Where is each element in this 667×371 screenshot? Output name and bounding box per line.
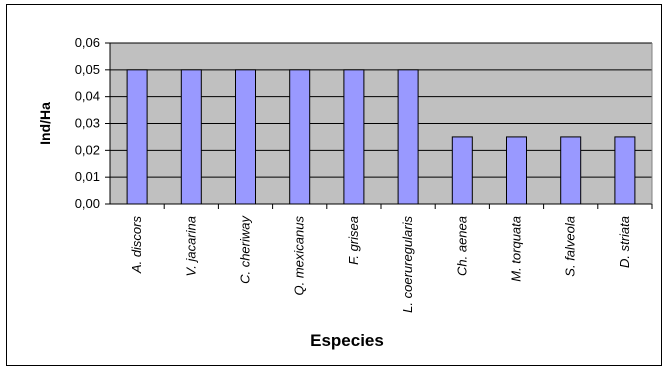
y-tick-label: 0,02	[75, 142, 100, 157]
bar	[560, 136, 582, 205]
y-tick-label: 0,01	[75, 169, 100, 184]
x-category-label: L. coeruregularis	[400, 216, 415, 313]
x-category-label: Q. mexicanus	[292, 216, 307, 296]
bar	[235, 69, 256, 205]
bar	[126, 69, 148, 205]
bar	[614, 136, 636, 205]
x-category-label: F. grisea	[346, 216, 361, 265]
bar	[180, 69, 202, 205]
y-tick-label: 0,03	[75, 116, 100, 131]
y-tick-label: 0,05	[75, 62, 100, 77]
x-category-label: V. jacarina	[183, 216, 198, 276]
axes	[105, 42, 653, 209]
x-axis-title: Especies	[310, 331, 384, 350]
bar	[506, 136, 527, 205]
bar	[289, 69, 311, 205]
x-category-label: S. falveola	[563, 216, 578, 277]
bar	[397, 69, 419, 205]
x-category-label: A. discors	[129, 216, 144, 275]
y-tick-label: 0,06	[75, 35, 100, 50]
x-category-label: Ch. aenea	[454, 216, 469, 276]
y-tick-label: 0,04	[75, 89, 100, 104]
x-category-label: C. cheriway	[238, 215, 253, 284]
x-category-label: M. torquata	[509, 216, 524, 282]
bar	[343, 69, 365, 205]
y-tick-labels: 0,00 0,01 0,02 0,03 0,04 0,05 0,06	[75, 35, 100, 211]
x-category-label: D. striata	[617, 216, 632, 268]
y-tick-label: 0,00	[75, 196, 100, 211]
bars	[126, 69, 636, 205]
bar	[451, 136, 473, 205]
y-axis-title: Ind/Ha	[37, 102, 53, 145]
x-category-labels: A. discors V. jacarina C. cheriway Q. mexic…	[129, 215, 632, 313]
bar-chart: 0,00 0,01 0,02 0,03 0,04 0,05 0,06 A. discors V…	[37, 35, 653, 350]
chart-frame: 0,00 0,01 0,02 0,03 0,04 0,05 0,06 A. discors V…	[6, 4, 662, 366]
